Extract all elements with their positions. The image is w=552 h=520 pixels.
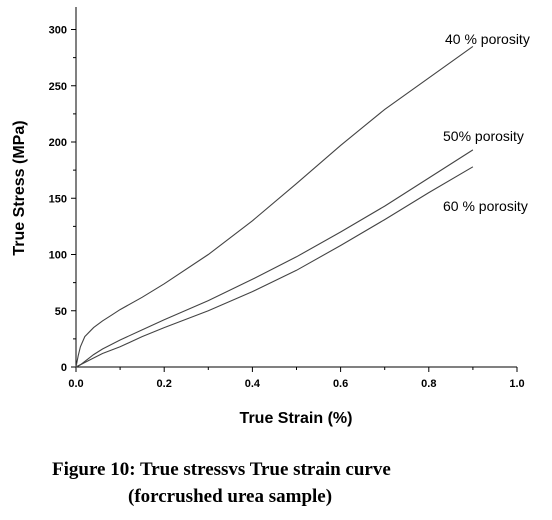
y-axis-title: True Stress (MPa) <box>11 120 28 255</box>
series-labels: 40 % porosity 50% porosity 60 % porosity <box>443 31 530 214</box>
chart-axes <box>75 7 517 368</box>
chart-series <box>75 45 474 368</box>
x-tick-label: 0.6 <box>333 378 348 390</box>
x-axis-title: True Strain (%) <box>240 410 353 427</box>
y-tick-label: 50 <box>55 306 67 318</box>
x-tick-label: 0.0 <box>68 378 83 390</box>
y-axis-ticks: 0 50 100 150 200 250 300 <box>49 25 76 374</box>
x-tick-label: 0.8 <box>421 378 436 390</box>
x-tick-label: 0.4 <box>245 378 261 390</box>
series-label-3: 60 % porosity <box>443 198 528 214</box>
y-tick-label: 0 <box>61 362 67 374</box>
series-line-2 <box>75 149 474 368</box>
series-line-1 <box>75 45 474 368</box>
y-tick-label: 100 <box>49 250 67 262</box>
y-tick-label: 300 <box>49 25 67 37</box>
series-label-1: 40 % porosity <box>445 31 530 47</box>
series-label-2: 50% porosity <box>443 128 524 144</box>
y-tick-label: 250 <box>49 81 67 93</box>
series-line-3 <box>75 166 474 368</box>
caption-line-1: Figure 10: True stressvs True strain cur… <box>52 459 391 480</box>
y-tick-label: 200 <box>49 137 67 149</box>
stress-strain-chart: 0.0 0.2 0.4 0.6 0.8 1.0 0 50 100 150 200 250 300 40… <box>11 7 530 427</box>
y-tick-label: 150 <box>49 193 67 205</box>
x-tick-label: 1.0 <box>509 378 524 390</box>
caption-line-2: (forcrushed urea sample) <box>128 486 333 507</box>
x-axis-ticks: 0.0 0.2 0.4 0.6 0.8 1.0 <box>68 367 525 390</box>
x-tick-label: 0.2 <box>157 378 172 390</box>
